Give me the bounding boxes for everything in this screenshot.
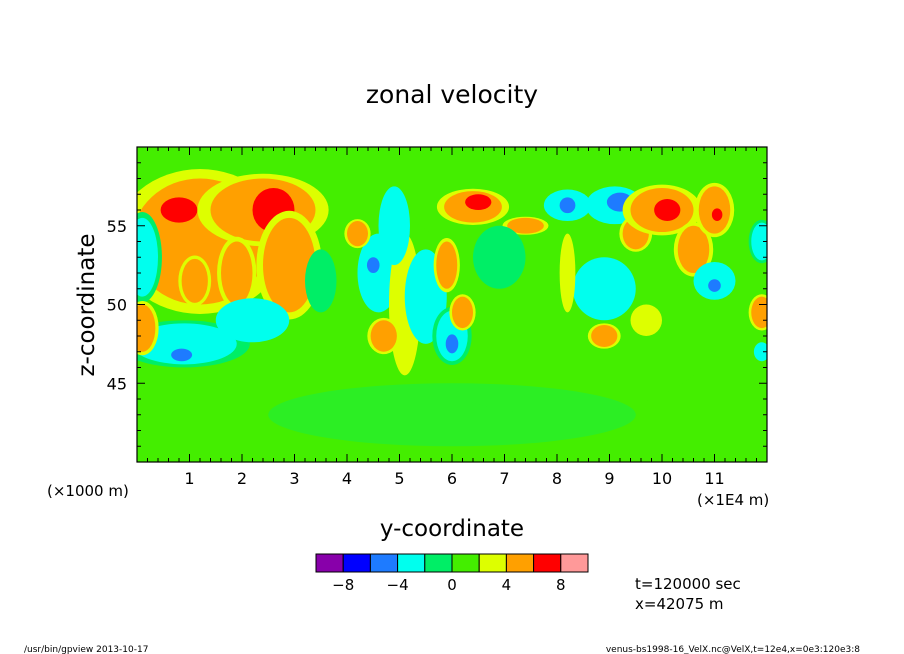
blob-45 [473, 225, 526, 289]
blob-41 [751, 222, 767, 261]
colorbar-swatch [478, 553, 507, 573]
blob-4 [181, 258, 208, 303]
blob-46 [630, 304, 662, 336]
x-tick-label: 6 [447, 469, 457, 488]
blob-20 [445, 334, 459, 354]
x-tick-label: 3 [289, 469, 299, 488]
blob-42 [751, 296, 767, 329]
chart-title: zonal velocity [366, 80, 538, 109]
footer-right: venus-bs1998-16_VelX.nc@VelX,t=12e4,x=0e… [606, 645, 860, 654]
plot-area [137, 147, 767, 462]
blob-27 [559, 197, 576, 214]
footer-left: /usr/bin/gpview 2013-10-17 [24, 645, 148, 654]
blob-22 [436, 241, 458, 289]
x-scale-note: (×1E4 m) [697, 491, 769, 509]
x-tick-label: 4 [342, 469, 352, 488]
blob-8 [171, 348, 193, 362]
x-tick-label: 10 [652, 469, 672, 488]
blob-14 [347, 221, 368, 247]
colorbar-label: −4 [387, 576, 409, 594]
y-tick-label: 55 [107, 217, 127, 236]
colorbar-swatch [315, 553, 344, 573]
colorbar-swatch [560, 553, 589, 573]
blob-1 [160, 197, 198, 223]
blob-31 [591, 324, 618, 348]
y-scale-note: (×1000 m) [47, 482, 129, 500]
x-tick-label: 8 [552, 469, 562, 488]
blob-10 [137, 217, 158, 297]
colorbar-swatch [369, 553, 399, 573]
position-annotation: x=42075 m [635, 595, 724, 613]
blob-35 [654, 198, 681, 222]
time-annotation: t=120000 sec [635, 575, 741, 593]
contour-fills [137, 169, 767, 447]
blob-36 [677, 225, 710, 273]
blob-38 [711, 208, 723, 222]
x-tick-label: 11 [704, 469, 724, 488]
blob-40 [708, 279, 721, 292]
y-tick-label: 50 [107, 296, 127, 315]
blob-21 [452, 296, 473, 329]
blob-7 [137, 323, 237, 365]
band-2 [268, 383, 636, 447]
blob-24 [465, 194, 492, 210]
colorbar-swatch [451, 553, 480, 573]
colorbar-swatch [342, 553, 371, 573]
blob-30 [572, 257, 636, 321]
y-axis-label: z-coordinate [74, 233, 100, 376]
colorbar-label: 0 [447, 576, 457, 594]
y-axis: 45 50 55 [107, 146, 767, 463]
blob-5 [221, 241, 253, 305]
blob-11 [137, 304, 156, 352]
colorbar: −8 −4 0 4 8 [315, 553, 589, 594]
x-tick-label: 7 [499, 469, 509, 488]
x-tick-label: 9 [604, 469, 614, 488]
colorbar-swatch [397, 553, 426, 573]
blob-32 [559, 233, 576, 313]
y-tick-label: 45 [107, 374, 127, 393]
blob-43 [753, 342, 767, 362]
colorbar-label: 4 [502, 576, 512, 594]
blob-44 [305, 249, 337, 313]
colorbar-label: 8 [556, 576, 566, 594]
blob-6 [263, 217, 316, 313]
blob-13 [366, 257, 380, 273]
x-axis: 1 2 3 4 5 6 7 8 9 10 11 [136, 147, 768, 488]
x-tick-label: 5 [394, 469, 404, 488]
blob-17 [370, 320, 397, 352]
colorbar-swatch [505, 553, 535, 573]
x-axis-label: y-coordinate [380, 516, 524, 542]
colorbar-label: −8 [332, 576, 354, 594]
colorbar-swatch [424, 553, 453, 573]
x-tick-label: 1 [184, 469, 194, 488]
x-tick-label: 2 [237, 469, 247, 488]
blob-9 [215, 298, 290, 343]
blob-16 [378, 186, 410, 266]
colorbar-swatch [533, 553, 562, 573]
band-1 [399, 257, 715, 415]
blob-25 [507, 217, 544, 234]
